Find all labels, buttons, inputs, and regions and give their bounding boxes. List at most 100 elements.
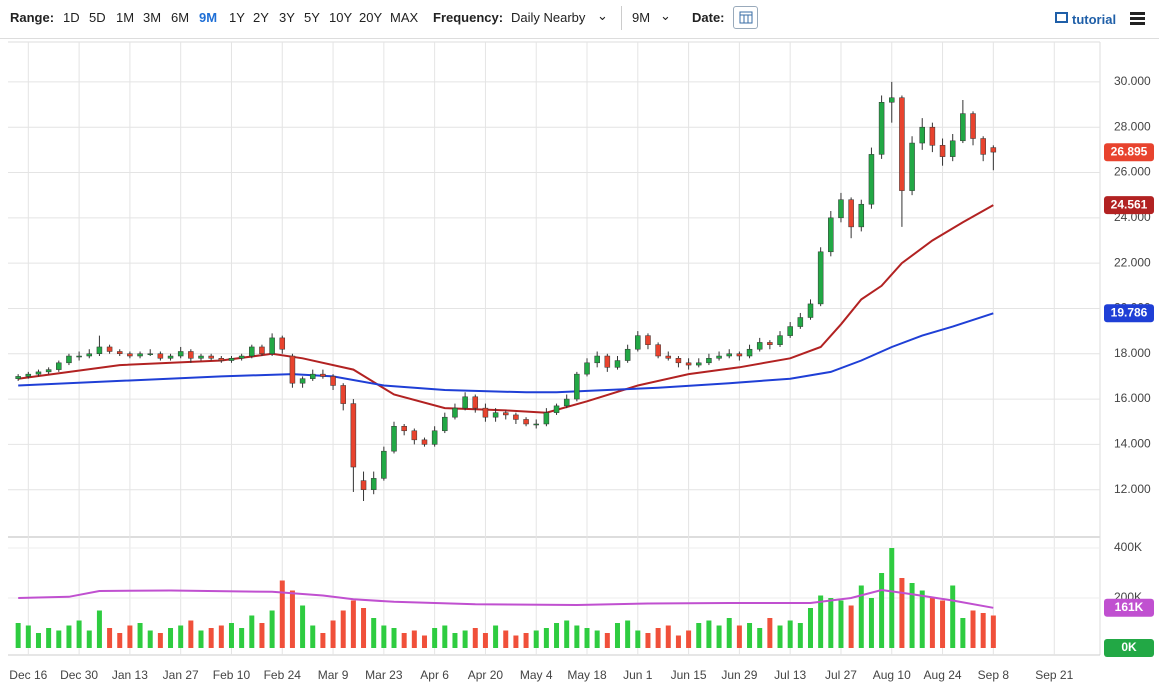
range-button[interactable]: 10Y [329,10,353,25]
volume-bar [533,630,539,648]
volume-bar [584,628,590,648]
volume-bar [675,635,681,648]
range-button[interactable]: MAX [390,10,419,25]
x-tick-label: Sep 8 [978,668,1010,682]
volume-bar [614,623,620,648]
candle-body [198,355,204,359]
volume-bar [797,623,803,648]
frequency-select[interactable]: Daily Nearby [511,10,586,25]
tutorial-link[interactable]: tutorial [1072,12,1117,27]
volume-bar [340,610,346,648]
x-tick-label: Jun 15 [671,668,707,682]
range-button[interactable]: 2Y [253,10,269,25]
value-badge-label: 161K [1115,600,1144,614]
volume-average [18,588,994,609]
volume-bar [604,633,610,648]
period-select[interactable]: 9M [632,10,651,25]
volume-bar [970,610,976,648]
candle-body [960,113,966,142]
candle-body [157,353,164,359]
range-button[interactable]: 9M [199,10,218,25]
candle-body [15,376,21,379]
volume-bar [350,600,356,648]
volume-bar [696,623,702,648]
value-badge [1104,304,1154,323]
volume-bar [990,615,996,648]
range-button[interactable]: 1Y [229,10,245,25]
volume-bar [625,620,631,648]
value-badge [1104,196,1154,215]
range-button[interactable]: 20Y [359,10,383,25]
volume-bar [411,630,417,648]
range-button[interactable]: 5D [89,10,106,25]
volume-bar [767,618,773,648]
candle-body [594,355,600,364]
chevron[interactable]: ⌄ [660,8,671,23]
candle-body [238,355,245,359]
frequency-label: Frequency: [433,10,504,25]
candle-body [218,358,225,361]
candle-body [553,405,560,413]
range-button[interactable]: 3M [143,10,162,25]
volume-bar [889,548,895,648]
x-tick-label: Jun 29 [721,668,757,682]
volume-bar [107,628,113,648]
value-badge [1104,143,1154,162]
volume-bar [452,633,458,648]
candle-body [533,423,539,426]
volume-bar [239,628,245,648]
range-button[interactable]: 5Y [304,10,320,25]
candle-body [655,344,661,357]
candle-body [391,426,397,452]
candle-body [685,362,692,366]
candle-body [431,430,438,445]
candle-body [350,403,357,468]
candle-body [360,480,367,490]
candle-body [939,145,946,157]
candle-body [706,358,712,364]
x-tick-label: Mar 23 [365,668,403,682]
x-tick-label: May 4 [520,668,553,682]
candle-body [177,351,184,357]
volume-bar [543,628,549,648]
menu-button[interactable] [1130,12,1145,15]
x-tick-label: Jul 13 [774,668,806,682]
y-tick-label: 30.000 [1114,74,1151,88]
x-tick-label: Aug 10 [873,668,911,682]
candle-body [452,407,458,418]
volume-bar [361,608,367,648]
candle-body [116,351,123,354]
x-tick-label: Feb 10 [213,668,251,682]
range-button[interactable]: 1D [63,10,80,25]
candle-body [228,358,235,361]
range-button[interactable]: 3Y [279,10,295,25]
candle-body [970,113,976,139]
volume-bar [960,618,966,648]
calendar-button[interactable] [733,6,758,29]
volume-bar [289,590,295,648]
range-button[interactable]: 1M [116,10,135,25]
candle-body [828,217,834,253]
volume-bar [198,630,204,648]
range-button[interactable]: 6M [171,10,190,25]
x-tick-label: Apr 20 [468,668,504,682]
volume-bar [554,623,560,648]
volume-bar [726,618,732,648]
candle-body [279,337,286,350]
volume-bar [919,590,925,648]
volume-bar [513,635,519,648]
x-tick-label: Apr 6 [420,668,449,682]
chevron[interactable]: ⌄ [597,8,608,23]
volume-bar [858,585,864,648]
volume-bar [117,633,123,648]
candle-body [767,342,773,345]
volume-bar [178,625,184,648]
volume-bar [503,630,509,648]
tutorial-icon[interactable] [1055,12,1068,23]
candle-body [299,378,306,384]
candle-body [889,97,895,103]
volume-bar [787,620,793,648]
candle-body [838,199,844,219]
